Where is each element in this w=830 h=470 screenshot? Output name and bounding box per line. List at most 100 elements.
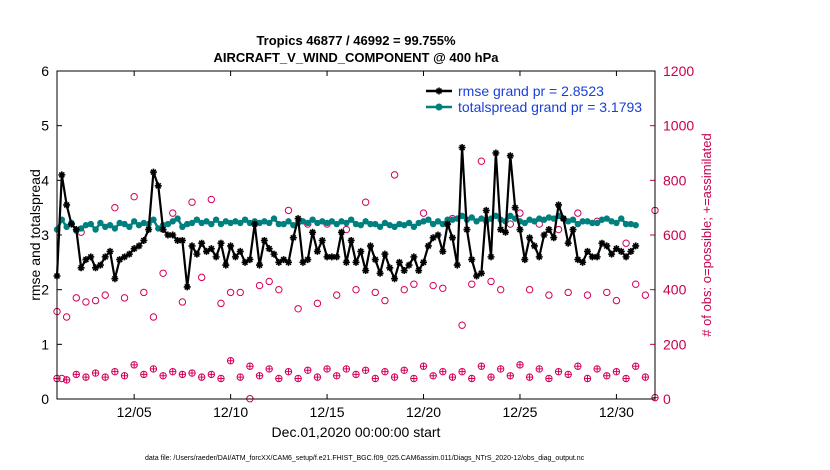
obs-assimilated-ring [226,357,235,365]
legend-rmse-label: rmse grand pr = 2.8523 [458,83,604,99]
x-tick-label: 12/10 [213,404,248,420]
rmse-point [270,250,278,258]
totalspread-point [193,216,201,223]
totalspread-point [265,219,273,227]
obs-assimilated-ring [159,372,167,380]
x-tick-label: 12/05 [117,404,152,420]
obs-possible-point [641,291,650,299]
obs-possible-point [352,285,360,294]
obs-assimilated-ring [217,374,225,383]
totalspread-point [343,219,350,227]
totalspread-point [126,223,133,230]
obs-assimilated-point [574,363,581,370]
rmse-point [188,242,196,250]
obs-assimilated-ring [333,372,341,380]
obs-possible-point [197,273,206,282]
obs-possible-point [371,288,379,297]
chart-subtitle: AIRCRAFT_V_WIND_COMPONENT @ 400 hPa [214,50,500,65]
totalspread-point [410,223,418,230]
rmse-point [227,242,235,250]
rmse-point [468,256,476,264]
obs-assimilated-ring [632,362,640,370]
obs-assimilated-point [565,371,572,378]
rmse-point [178,236,186,244]
rmse-point [106,247,114,255]
rmse-point [448,234,456,242]
obs-assimilated-point [217,375,224,382]
x-axis-label: Dec.01,2020 00:00:00 start [272,424,441,440]
rmse-point [583,247,591,255]
obs-possible-point [188,198,196,206]
obs-assimilated-point [488,374,495,381]
rmse-point [391,275,399,283]
obs-assimilated-ring [304,366,312,374]
rmse-point [487,253,495,261]
obs-assimilated-ring [62,376,71,384]
obs-assimilated-point [314,374,321,381]
totalspread-point [227,219,234,227]
totalspread-point [106,221,114,229]
rmse-point [338,228,346,236]
totalspread-point [579,218,586,225]
rmse-point [458,144,466,152]
obs-assimilated-point [256,372,263,379]
rmse-point [333,253,341,261]
rmse-point [434,231,442,239]
rmse-point [231,253,239,261]
rmse-point [400,267,408,275]
obs-assimilated-ring [294,374,302,383]
rmse-point [362,267,370,275]
rmse-point [516,226,524,234]
obs-possible-point [207,195,216,204]
rmse-point [299,258,307,266]
rmse-point [236,247,244,255]
obs-assimilated-ring [593,365,601,373]
obs-assimilated-ring [574,362,582,370]
rmse-point [429,234,437,242]
rmse-point [323,253,331,261]
obs-assimilated-ring [419,362,428,370]
totalspread-point [237,219,244,227]
totalspread-point [319,218,326,225]
rmse-point [318,236,326,244]
rmse-point [555,201,563,209]
rmse-point [164,231,172,239]
y-right-tick-label: 400 [663,282,687,298]
rmse-point [535,253,543,261]
obs-assimilated-point [73,371,80,378]
obs-assimilated-point [63,376,70,383]
rmse-point [540,231,548,239]
rmse-point [135,242,143,250]
rmse-point [92,264,100,272]
rmse-point [526,234,534,242]
obs-assimilated-ring [535,365,543,373]
obs-possible-point [82,298,90,306]
totalspread-point [222,218,229,225]
obs-assimilated-point [410,375,417,382]
obs-assimilated-point [82,374,89,381]
y-tick-label: 0 [41,391,49,407]
obs-assimilated-point [266,365,273,372]
obs-assimilated-ring [468,374,476,383]
rmse-point [265,245,273,253]
obs-possible-point [361,198,370,206]
totalspread-point [569,216,577,223]
obs-assimilated-ring [82,373,90,381]
totalspread-point [632,221,639,229]
obs-assimilated-ring [554,367,563,376]
totalspread-point [401,221,408,229]
obs-assimilated-point [536,365,543,372]
legend-spread-marker [435,103,443,111]
obs-assimilated-ring [439,367,447,376]
obs-assimilated-ring [400,366,408,374]
y-tick-label: 1 [41,336,49,352]
obs-assimilated-ring [342,365,351,373]
obs-assimilated-point [516,361,523,368]
obs-assimilated-ring [140,370,148,379]
obs-possible-point [72,294,80,302]
totalspread-point [434,218,442,225]
obs-possible-point [226,288,235,297]
rmse-point [217,239,225,247]
obs-assimilated-point [295,375,302,382]
y-right-tick-label: 800 [663,172,687,188]
